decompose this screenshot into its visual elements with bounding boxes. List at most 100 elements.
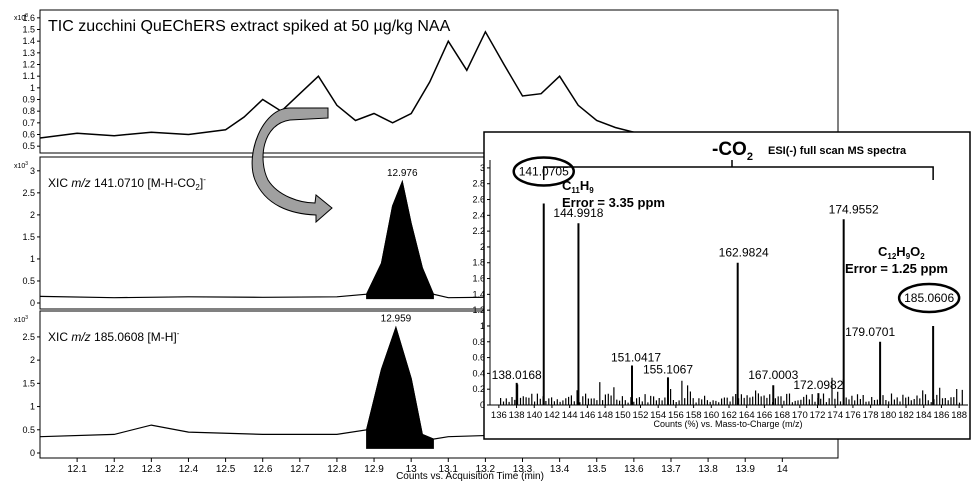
x-tick-label: 13.6 (624, 464, 644, 475)
x-tick-label: 12.3 (142, 464, 162, 475)
x-tick-label-ms: 164 (739, 410, 755, 421)
x-tick-label-ms: 166 (756, 410, 772, 421)
x-tick-label: 13.2 (476, 464, 496, 475)
ms-peak-label-155.1067: 155.1067 (643, 362, 693, 376)
x-tick-label-ms: 188 (951, 410, 967, 421)
x-tick-label-ms: 162 (721, 410, 737, 421)
y-multiplier-tic: x108 (14, 13, 28, 22)
x-tick-label-ms: 152 (633, 410, 649, 421)
y-tick-label-ms: 0.4 (472, 368, 485, 378)
highlight-ellipse-141 (512, 156, 575, 187)
curved-arrow-shape (251, 107, 333, 224)
y-tick-label-xic141: 1 (30, 254, 35, 264)
x-tick-label-ms: 142 (544, 410, 560, 421)
x-tick-label-ms: 180 (880, 410, 896, 421)
error-2: Error = 1.25 ppm (845, 261, 948, 276)
ms-peak-label-167.0003: 167.0003 (748, 368, 798, 382)
y-tick-label-xic185: 0.5 (22, 425, 35, 435)
x-tick-label-ms: 168 (774, 410, 790, 421)
x-tick-label-ms: 170 (792, 410, 808, 421)
y-tick-label-tic: 0.9 (22, 95, 35, 105)
y-tick-label-xic141: 1.5 (22, 232, 35, 242)
x-tick-label-ms: 176 (845, 410, 861, 421)
y-tick-label-tic: 1 (30, 83, 35, 93)
y-tick-label-xic185: 1.5 (22, 378, 35, 388)
series-label-xic185: XIC m/z 185.0608 [M-H]- (48, 329, 180, 344)
x-tick-label-ms: 136 (491, 410, 507, 421)
y-tick-label-ms: 1.2 (472, 305, 485, 315)
ms-title: ESI(-) full scan MS spectra (768, 145, 907, 157)
y-tick-label-tic: 0.7 (22, 118, 35, 128)
chart-title-tic: TIC zucchini QuEChERS extract spiked at … (48, 18, 451, 35)
ms-peak-label-185.0606: 185.0606 (904, 291, 954, 305)
y-tick-label-xic185: 2 (30, 355, 35, 365)
y-tick-label-ms: 0.6 (472, 353, 485, 363)
x-tick-label: 14 (777, 464, 789, 475)
y-multiplier-xic185: x103 (14, 315, 28, 324)
x-tick-label-ms: 146 (579, 410, 595, 421)
x-tick-label: 12.6 (253, 464, 273, 475)
ms-peak-label-138.0168: 138.0168 (492, 368, 542, 382)
loss-label: -CO2 (712, 139, 753, 163)
x-tick-label: 12.9 (364, 464, 384, 475)
x-tick-label: 12.7 (290, 464, 310, 475)
ms-peak-label-162.9824: 162.9824 (719, 246, 769, 260)
ms-peak-label-172.0982: 172.0982 (793, 378, 843, 392)
y-tick-label-xic141: 3 (30, 166, 35, 176)
y-tick-label-xic185: 1 (30, 402, 35, 412)
y-tick-label-tic: 1.3 (22, 48, 35, 58)
x-tick-label: 13.4 (550, 464, 570, 475)
peak-area-xic141 (366, 180, 434, 300)
y-tick-label-ms: 1.8 (472, 258, 485, 268)
x-tick-label-ms: 184 (916, 410, 932, 421)
x-tick-label-ms: 144 (562, 410, 578, 421)
y-tick-label-xic141: 2.5 (22, 188, 35, 198)
highlight-ellipse-185 (897, 282, 961, 314)
y-tick-label-ms: 2 (480, 242, 485, 252)
x-tick-label-ms: 178 (863, 410, 879, 421)
x-tick-label: 12.4 (179, 464, 199, 475)
series-label-xic141: XIC m/z 141.0710 [M-H-CO2]- (48, 175, 206, 192)
y-tick-label-xic141: 0.5 (22, 276, 35, 286)
y-tick-label-ms: 1.4 (472, 289, 485, 299)
y-tick-label-tic: 0.5 (22, 141, 35, 151)
panel-frame-ms (483, 131, 971, 440)
peak-area-xic185 (366, 325, 434, 449)
series-line-tic (39, 30, 653, 139)
panel-ms: 0 0.2 0.4 0.6 0.8 1 1.2 1.4 1.6 1.8 2 2.2 2.4 2.6 2.8 3… (472, 131, 971, 440)
x-tick-label: 13.5 (587, 464, 607, 475)
x-tick-label: 13.8 (698, 464, 718, 475)
x-tick-label-ms: 148 (597, 410, 613, 421)
x-tick-label-ms: 154 (650, 410, 666, 421)
x-tick-label: 12.2 (104, 464, 124, 475)
y-tick-label-tic: 1.5 (22, 25, 35, 35)
x-tick-label: 13.7 (661, 464, 681, 475)
spectrum-noise (500, 377, 963, 405)
x-tick-label-ms: 182 (898, 410, 914, 421)
curved-arrow (251, 107, 333, 224)
x-axis-label: Counts vs. Acquisition Time (min) (396, 471, 544, 482)
x-tick-label-ms: 172 (810, 410, 826, 421)
y-tick-label-xic185: 2.5 (22, 332, 35, 342)
ms-peak-label-151.0417: 151.0417 (611, 350, 661, 364)
y-tick-label-tic: 1.2 (22, 60, 35, 70)
y-tick-label-ms: 0.8 (472, 337, 485, 347)
y-multiplier-xic141: x103 (14, 161, 28, 170)
y-tick-label-ms: 2.6 (472, 195, 485, 205)
x-tick-label: 13.1 (439, 464, 459, 475)
ms-peak-label-174.9552: 174.9552 (829, 202, 879, 216)
peak-label-xic185: 12.959 (381, 314, 412, 325)
y-tick-label-ms: 1.6 (472, 274, 485, 284)
y-tick-label-tic: 1.1 (22, 71, 35, 81)
x-tick-label: 12.8 (327, 464, 347, 475)
x-tick-label-ms: 186 (934, 410, 950, 421)
y-tick-label-tic: 1.4 (22, 36, 35, 46)
y-tick-label-xic141: 2 (30, 210, 35, 220)
y-tick-label-xic185: 0 (30, 448, 35, 458)
x-tick-label-ms: 138 (509, 410, 525, 421)
x-tick-label-ms: 140 (526, 410, 542, 421)
y-tick-label-ms: 2.4 (472, 210, 485, 220)
